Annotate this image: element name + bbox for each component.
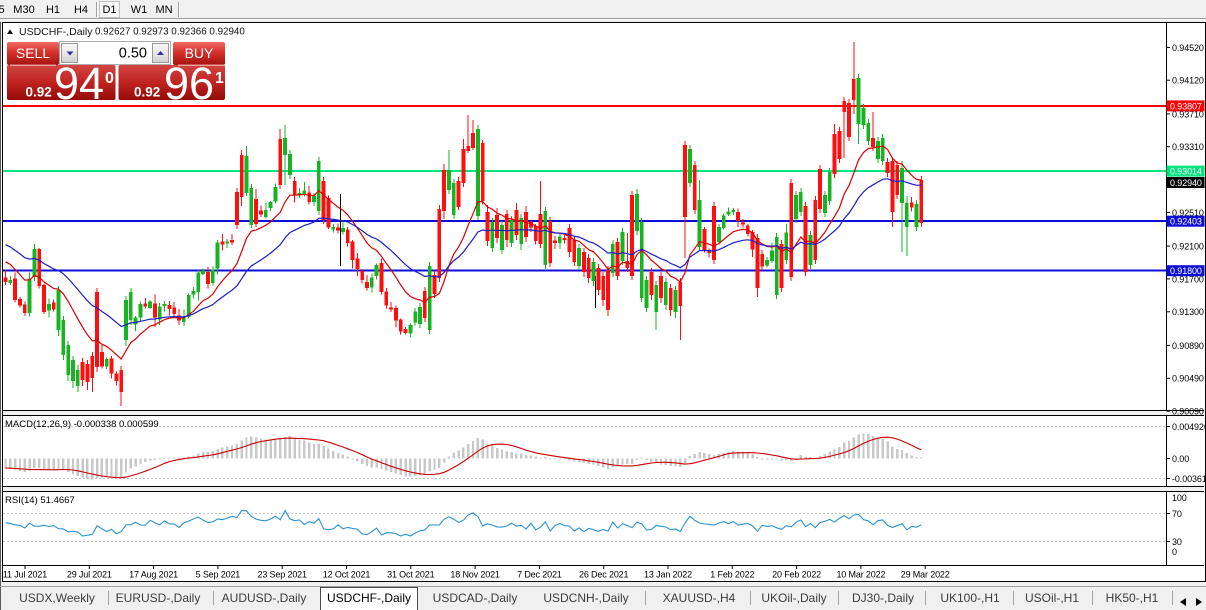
svg-text:RSI(14) 51.4667: RSI(14) 51.4667 bbox=[5, 495, 75, 506]
svg-text:0.004926: 0.004926 bbox=[1172, 422, 1206, 432]
svg-text:0.93710: 0.93710 bbox=[1172, 109, 1204, 119]
svg-text:30: 30 bbox=[1172, 537, 1182, 547]
svg-text:17 Aug 2021: 17 Aug 2021 bbox=[129, 570, 178, 580]
svg-text:XAUUSD-,H4: XAUUSD-,H4 bbox=[663, 591, 736, 605]
svg-text:0.94120: 0.94120 bbox=[1172, 76, 1204, 86]
svg-text:7 Dec 2021: 7 Dec 2021 bbox=[517, 570, 562, 580]
svg-text:0.92: 0.92 bbox=[134, 85, 160, 100]
svg-text:0.92100: 0.92100 bbox=[1172, 242, 1204, 252]
svg-text:13 Jan 2022: 13 Jan 2022 bbox=[644, 570, 692, 580]
svg-text:0.94520: 0.94520 bbox=[1172, 43, 1204, 53]
svg-text:AUDUSD-,Daily: AUDUSD-,Daily bbox=[222, 591, 307, 605]
svg-text:20 Feb 2022: 20 Feb 2022 bbox=[772, 570, 821, 580]
svg-text:USDCNH-,Daily: USDCNH-,Daily bbox=[543, 591, 628, 605]
svg-text:0.90090: 0.90090 bbox=[1172, 407, 1204, 417]
svg-text:0.93310: 0.93310 bbox=[1172, 142, 1204, 152]
svg-text:HK50-,H1: HK50-,H1 bbox=[1106, 591, 1159, 605]
svg-text:USOil-,H1: USOil-,H1 bbox=[1025, 591, 1079, 605]
svg-text:29 Mar 2022: 29 Mar 2022 bbox=[901, 570, 950, 580]
svg-text:USDCHF-,Daily: USDCHF-,Daily bbox=[19, 26, 93, 38]
svg-text:12 Oct 2021: 12 Oct 2021 bbox=[323, 570, 371, 580]
svg-text:UK100-,H1: UK100-,H1 bbox=[940, 591, 1000, 605]
svg-text:USDCHF-,Daily: USDCHF-,Daily bbox=[327, 591, 411, 605]
svg-text:0.91700: 0.91700 bbox=[1172, 274, 1204, 284]
svg-text:H1: H1 bbox=[46, 4, 60, 16]
svg-text:UKOil-,Daily: UKOil-,Daily bbox=[761, 591, 826, 605]
svg-text:0.92403: 0.92403 bbox=[1170, 217, 1202, 227]
svg-text:18 Nov 2021: 18 Nov 2021 bbox=[450, 570, 500, 580]
svg-text:11 Jul 2021: 11 Jul 2021 bbox=[3, 570, 47, 580]
svg-text:0.91800: 0.91800 bbox=[1170, 266, 1202, 276]
svg-text:0.00: 0.00 bbox=[1172, 454, 1189, 464]
svg-text:0: 0 bbox=[1172, 547, 1177, 557]
svg-text:29 Jul 2021: 29 Jul 2021 bbox=[67, 570, 112, 580]
svg-text:USDX,Weekly: USDX,Weekly bbox=[19, 591, 95, 605]
svg-text:0.92: 0.92 bbox=[26, 85, 52, 100]
svg-text:0.93807: 0.93807 bbox=[1170, 101, 1202, 111]
svg-text:0: 0 bbox=[105, 70, 114, 87]
svg-text:W1: W1 bbox=[131, 4, 148, 16]
svg-text:0.50: 0.50 bbox=[119, 46, 147, 62]
svg-text:31 Oct 2021: 31 Oct 2021 bbox=[387, 570, 435, 580]
svg-text:100: 100 bbox=[1172, 493, 1187, 503]
svg-text:-0.00361: -0.00361 bbox=[1172, 474, 1206, 484]
svg-text:94: 94 bbox=[54, 58, 104, 109]
svg-text:M30: M30 bbox=[13, 4, 34, 16]
svg-text:0.90490: 0.90490 bbox=[1172, 374, 1204, 384]
svg-text:D1: D1 bbox=[102, 4, 116, 16]
svg-text:10 Mar 2022: 10 Mar 2022 bbox=[836, 570, 885, 580]
svg-text:0.92940: 0.92940 bbox=[1170, 178, 1202, 188]
svg-text:96: 96 bbox=[164, 58, 214, 109]
svg-text:MN: MN bbox=[155, 4, 172, 16]
svg-text:23 Sep 2021: 23 Sep 2021 bbox=[257, 570, 307, 580]
svg-text:0.90890: 0.90890 bbox=[1172, 341, 1204, 351]
svg-text:MACD(12,26,9) -0.000338 0.0005: MACD(12,26,9) -0.000338 0.000599 bbox=[5, 419, 159, 430]
svg-text:USDCAD-,Daily: USDCAD-,Daily bbox=[433, 591, 518, 605]
svg-text:70: 70 bbox=[1172, 509, 1182, 519]
svg-text:H4: H4 bbox=[74, 4, 88, 16]
svg-text:0.93014: 0.93014 bbox=[1170, 167, 1202, 177]
svg-text:DJ30-,Daily: DJ30-,Daily bbox=[852, 591, 914, 605]
svg-text:26 Dec 2021: 26 Dec 2021 bbox=[579, 570, 629, 580]
svg-text:0.91300: 0.91300 bbox=[1172, 307, 1204, 317]
svg-text:1 Feb 2022: 1 Feb 2022 bbox=[710, 570, 754, 580]
svg-text:EURUSD-,Daily: EURUSD-,Daily bbox=[116, 591, 201, 605]
svg-text:5: 5 bbox=[0, 4, 5, 16]
svg-text:0.92627 0.92973 0.92366 0.9294: 0.92627 0.92973 0.92366 0.92940 bbox=[95, 27, 245, 38]
svg-text:1: 1 bbox=[215, 70, 224, 87]
svg-text:5 Sep 2021: 5 Sep 2021 bbox=[196, 570, 241, 580]
svg-text:SELL: SELL bbox=[16, 45, 50, 61]
svg-text:BUY: BUY bbox=[185, 45, 214, 61]
svg-text:0.92510: 0.92510 bbox=[1172, 208, 1204, 218]
